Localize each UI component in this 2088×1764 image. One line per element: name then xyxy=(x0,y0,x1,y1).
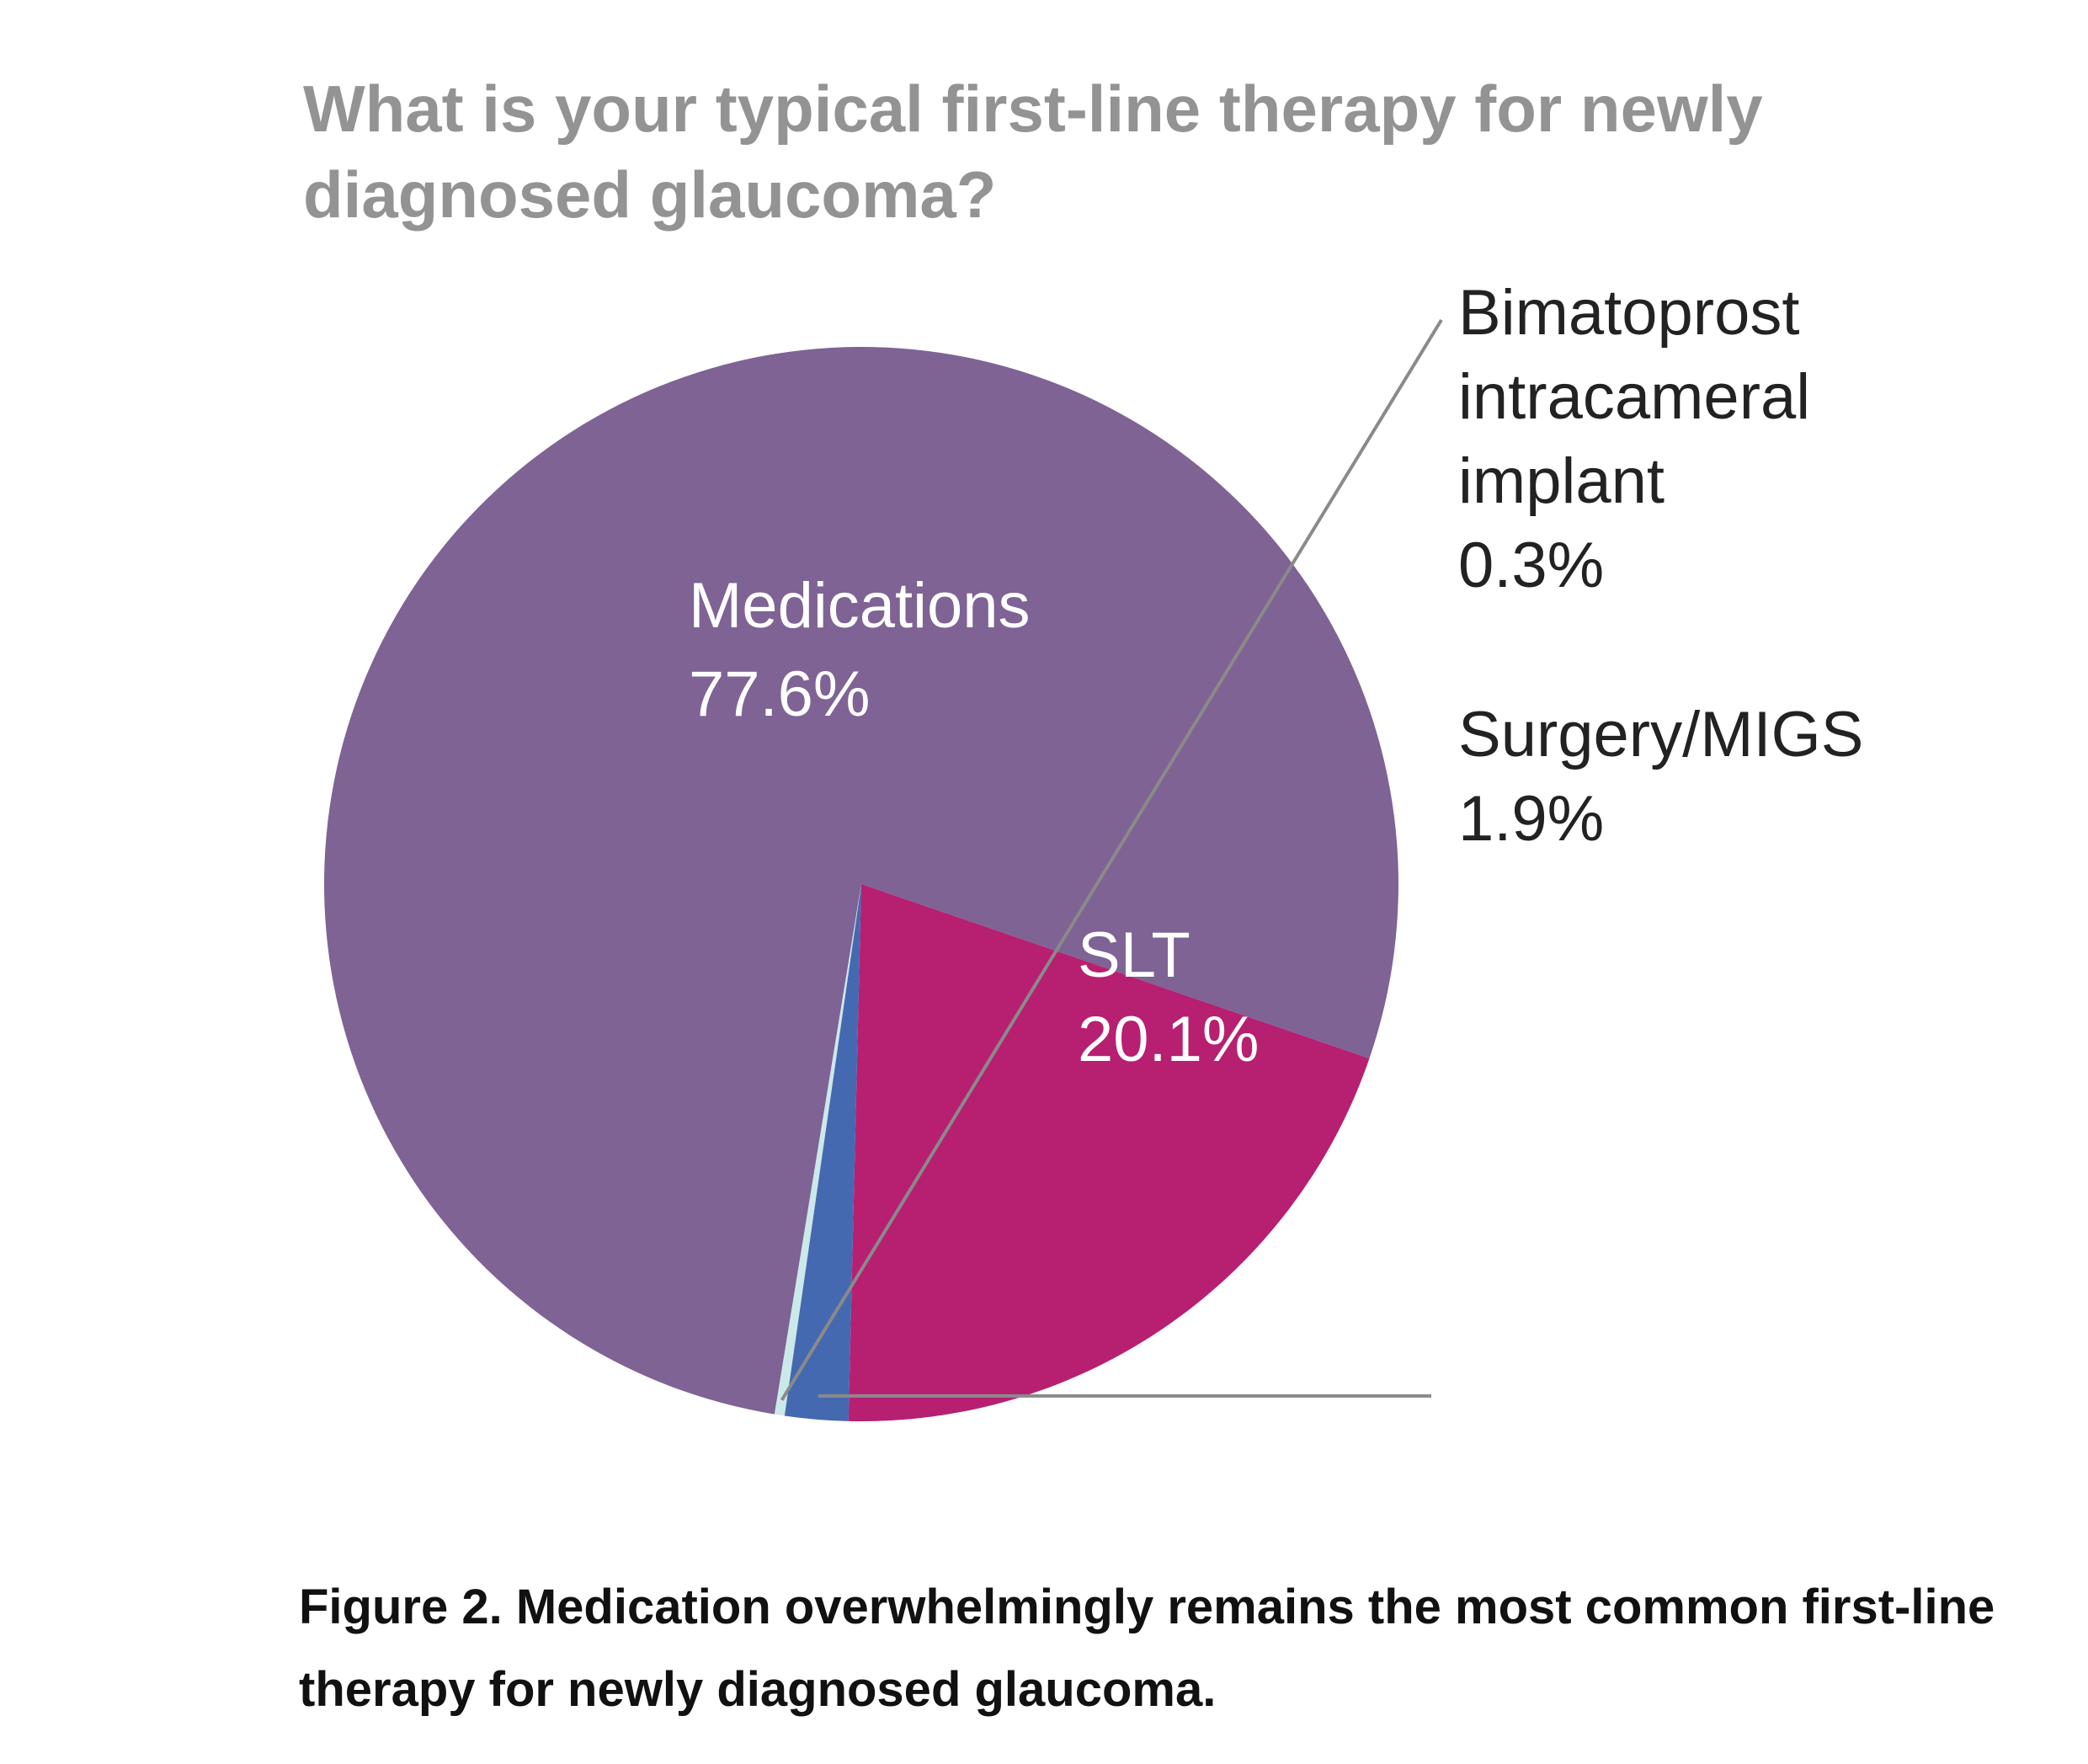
slice-label-medications: Medications xyxy=(689,570,1031,642)
slice-value-medications: 77.6% xyxy=(689,658,871,730)
slice-value-bimatoprost: 0.3% xyxy=(1458,530,1604,601)
figure-caption: Figure 2. Medication overwhelmingly rema… xyxy=(299,1580,1995,1717)
pie-slice-surgery-migs xyxy=(784,884,861,1421)
chart-title: What is your typical first-line therapy … xyxy=(303,72,1763,232)
slice-label-bimatoprost-line-1: Bimatoprost xyxy=(1458,277,1800,349)
slice-value-slt: 20.1% xyxy=(1078,1004,1260,1075)
pie-slice-bimatoprost-intracameral-implant xyxy=(774,884,861,1416)
pie-slice-slt xyxy=(848,884,1370,1422)
pie-slice-medications xyxy=(324,346,1399,1415)
slice-label-bimatoprost-line-3: implant xyxy=(1458,445,1665,517)
slice-value-surgery-migs: 1.9% xyxy=(1458,783,1604,855)
slice-label-bimatoprost-line-2: intracameral xyxy=(1458,361,1810,433)
leader-line-bimatoprost xyxy=(780,318,1443,1401)
slice-label-slt: SLT xyxy=(1078,919,1190,991)
slice-label-surgery-migs: Surgery/MIGS xyxy=(1458,699,1863,770)
